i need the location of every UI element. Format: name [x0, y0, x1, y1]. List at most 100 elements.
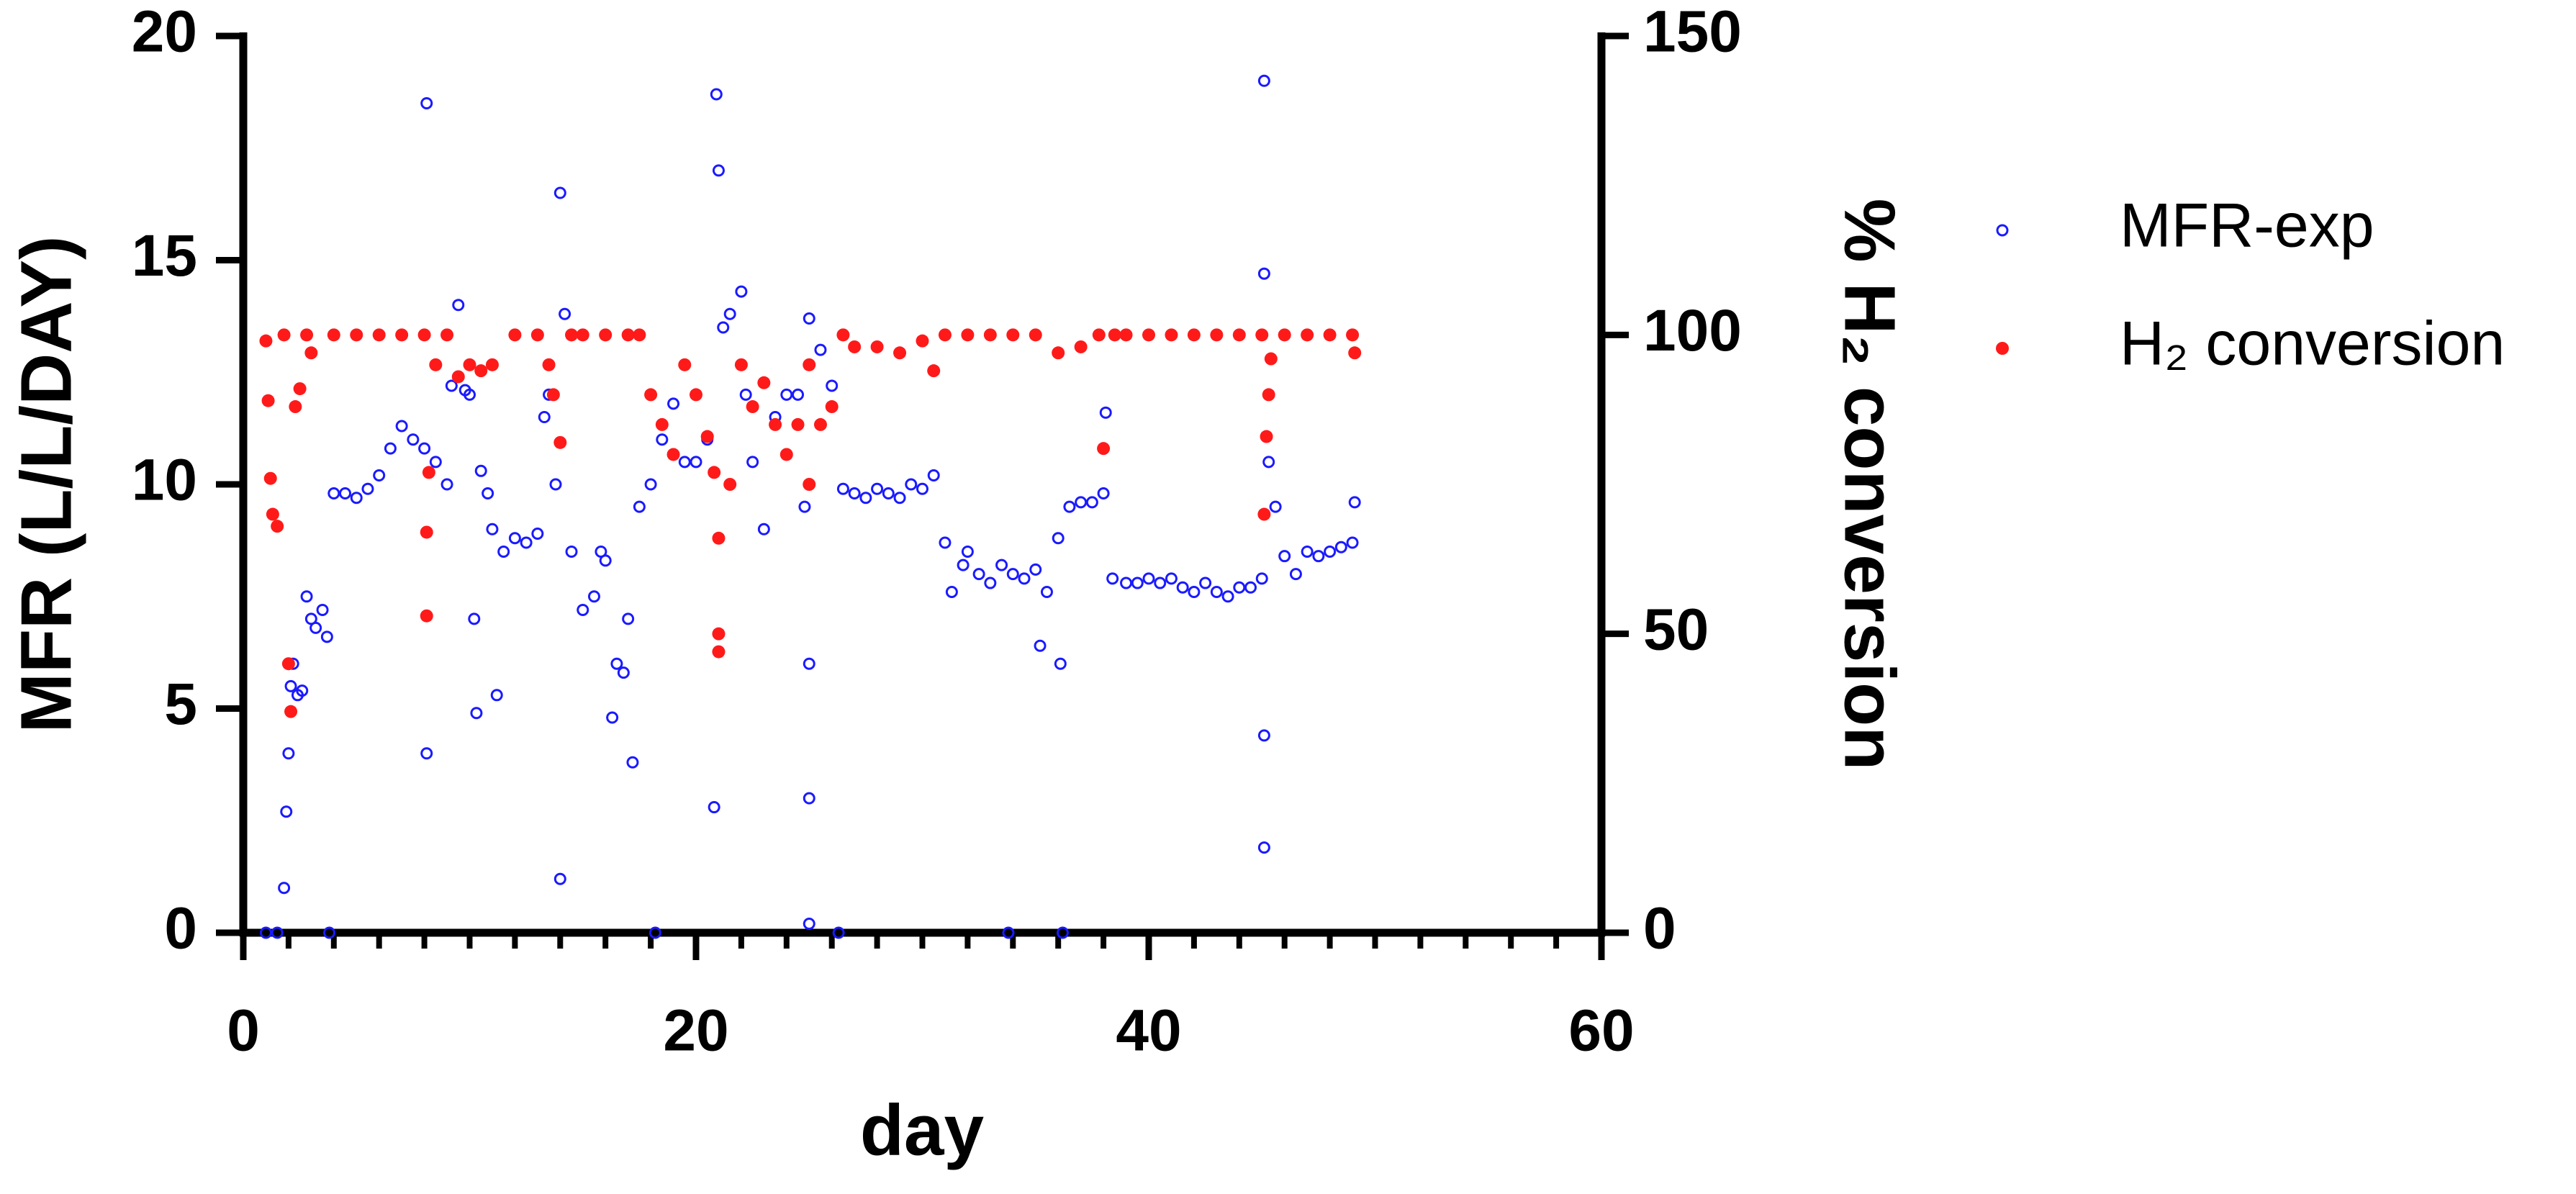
point — [1119, 328, 1133, 342]
point — [350, 492, 363, 505]
point — [1324, 545, 1337, 558]
x-axis-title: day — [860, 1090, 985, 1170]
point — [1264, 352, 1278, 366]
point — [803, 478, 816, 491]
point — [1255, 572, 1268, 585]
point — [1232, 328, 1246, 342]
point — [1221, 590, 1234, 603]
point — [1040, 586, 1053, 599]
point — [1257, 841, 1270, 854]
point — [836, 328, 850, 342]
point — [621, 328, 635, 342]
x-tick-label: 60 — [1568, 998, 1634, 1064]
point — [418, 442, 431, 455]
point — [546, 388, 560, 402]
point — [263, 471, 277, 485]
point — [712, 164, 725, 177]
point — [293, 382, 307, 396]
point — [848, 340, 862, 353]
point — [757, 376, 771, 389]
point — [1176, 581, 1189, 594]
point — [893, 346, 907, 360]
point — [1257, 507, 1271, 521]
point — [1323, 328, 1337, 342]
point — [792, 388, 805, 401]
point — [553, 872, 566, 885]
point — [1092, 328, 1106, 342]
point — [587, 590, 600, 603]
point — [1257, 729, 1270, 742]
point — [1142, 572, 1155, 585]
point — [1006, 328, 1020, 342]
point — [667, 397, 680, 410]
point — [1131, 576, 1144, 589]
point — [1074, 340, 1088, 353]
point — [626, 756, 639, 769]
point — [1006, 568, 1019, 581]
point — [723, 478, 737, 491]
point — [1278, 550, 1291, 563]
point — [271, 926, 284, 939]
y-axis-title: MFR (L/L/DAY) — [6, 236, 86, 733]
point — [1165, 328, 1178, 342]
point — [1289, 568, 1302, 581]
point — [734, 358, 748, 371]
point — [905, 478, 918, 491]
point — [599, 328, 613, 342]
point — [1260, 430, 1273, 443]
point — [690, 388, 702, 402]
point — [429, 456, 442, 469]
point — [1056, 926, 1069, 939]
point — [814, 343, 827, 356]
point — [648, 926, 661, 939]
point — [384, 442, 397, 455]
point — [549, 478, 562, 491]
point — [848, 487, 861, 499]
point — [429, 358, 443, 371]
point — [791, 417, 805, 431]
point — [300, 328, 314, 342]
point — [832, 926, 845, 939]
point — [553, 186, 566, 199]
point — [271, 520, 284, 533]
point — [803, 792, 815, 805]
point — [565, 328, 579, 342]
x-tick-label: 20 — [663, 998, 728, 1064]
point — [746, 456, 759, 469]
point — [323, 926, 336, 939]
point — [1262, 456, 1275, 469]
point — [1054, 657, 1067, 670]
point — [407, 433, 420, 446]
point — [606, 711, 619, 724]
y-tick-label: 10 — [132, 448, 197, 513]
point — [972, 568, 985, 581]
point — [644, 478, 657, 491]
point — [445, 379, 458, 392]
legend-label: MFR-exp — [2120, 191, 2374, 261]
point — [1257, 74, 1270, 87]
point — [470, 707, 483, 720]
point — [939, 536, 952, 549]
point — [803, 358, 816, 371]
point — [1348, 496, 1361, 509]
y2-tick-label: 100 — [1643, 298, 1742, 363]
point — [1188, 586, 1201, 599]
point — [309, 621, 322, 634]
y-tick-label: 0 — [164, 896, 197, 962]
point — [983, 328, 997, 342]
point — [520, 536, 533, 549]
point — [803, 657, 815, 670]
point — [1099, 406, 1112, 419]
point — [259, 334, 273, 348]
point — [577, 603, 589, 616]
point — [644, 388, 658, 402]
legend-marker — [1996, 224, 2009, 237]
legend-marker — [1996, 342, 2009, 355]
point — [690, 456, 702, 469]
point — [320, 630, 333, 643]
point — [280, 805, 293, 818]
point — [282, 747, 295, 760]
point — [1301, 328, 1314, 342]
y2-axis-title: % H₂ conversion — [1830, 199, 1910, 771]
